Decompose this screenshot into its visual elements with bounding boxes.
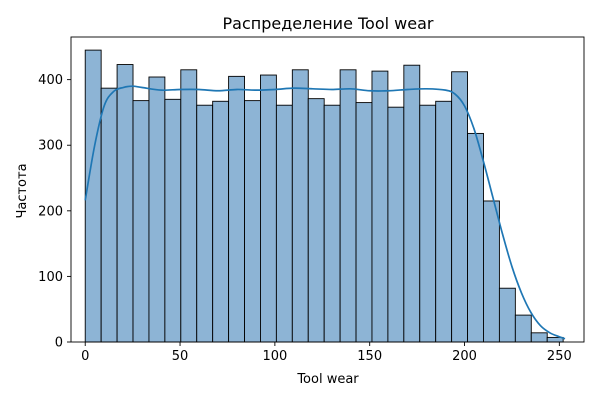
x-tick-label: 100 [262,349,287,364]
histogram-bar [164,98,182,343]
histogram-bar [260,74,277,343]
histogram-bar [530,332,548,343]
histogram-bar [483,200,500,343]
histogram-bar [196,104,214,343]
histogram-bar [212,100,230,343]
histogram-bar [371,70,389,343]
histogram-bar [387,106,405,343]
x-tick-label: 0 [81,349,89,364]
x-tick-label: 200 [452,349,477,364]
histogram-bar [323,104,341,343]
histogram-bar [180,69,198,343]
histogram-bar [498,287,516,343]
histogram-bar [116,64,134,343]
plot-frame [70,36,585,343]
y-tick-label: 100 [38,270,63,285]
histogram-bar [403,64,421,343]
histogram-bar [467,132,484,343]
y-tick-label: 400 [38,73,63,88]
histogram-bar [451,71,469,343]
y-axis-label: Частота [15,163,30,218]
bars-group [84,49,564,343]
histogram-bar [132,100,150,343]
x-tick-label: 50 [172,349,189,364]
y-tick-label: 300 [38,139,63,154]
histogram-bar [244,100,261,343]
kde-curve [84,85,566,340]
chart-title: Распределение Tool wear [223,14,434,33]
histogram-bar [514,314,532,343]
histogram-bar [419,104,437,343]
histogram-bar [84,49,102,343]
histogram-bar [355,102,373,343]
histogram-bar [275,104,293,343]
histogram-bar [148,76,166,343]
x-axis-ticks: 0 50 100 150 200 250 [81,342,572,364]
x-tick-label: 150 [357,349,382,364]
y-tick-label: 200 [38,204,63,219]
histogram-bar [100,87,118,343]
x-tick-label: 250 [547,349,572,364]
histogram-bar [307,98,325,343]
y-axis-ticks: 0 100 200 300 400 [38,73,71,351]
histogram-bar [339,69,357,343]
histogram-bar [228,75,245,343]
x-axis-label: Tool wear [296,372,359,387]
histogram-bar [435,100,453,343]
histogram-bar [291,69,309,343]
y-tick-label: 0 [55,336,63,351]
